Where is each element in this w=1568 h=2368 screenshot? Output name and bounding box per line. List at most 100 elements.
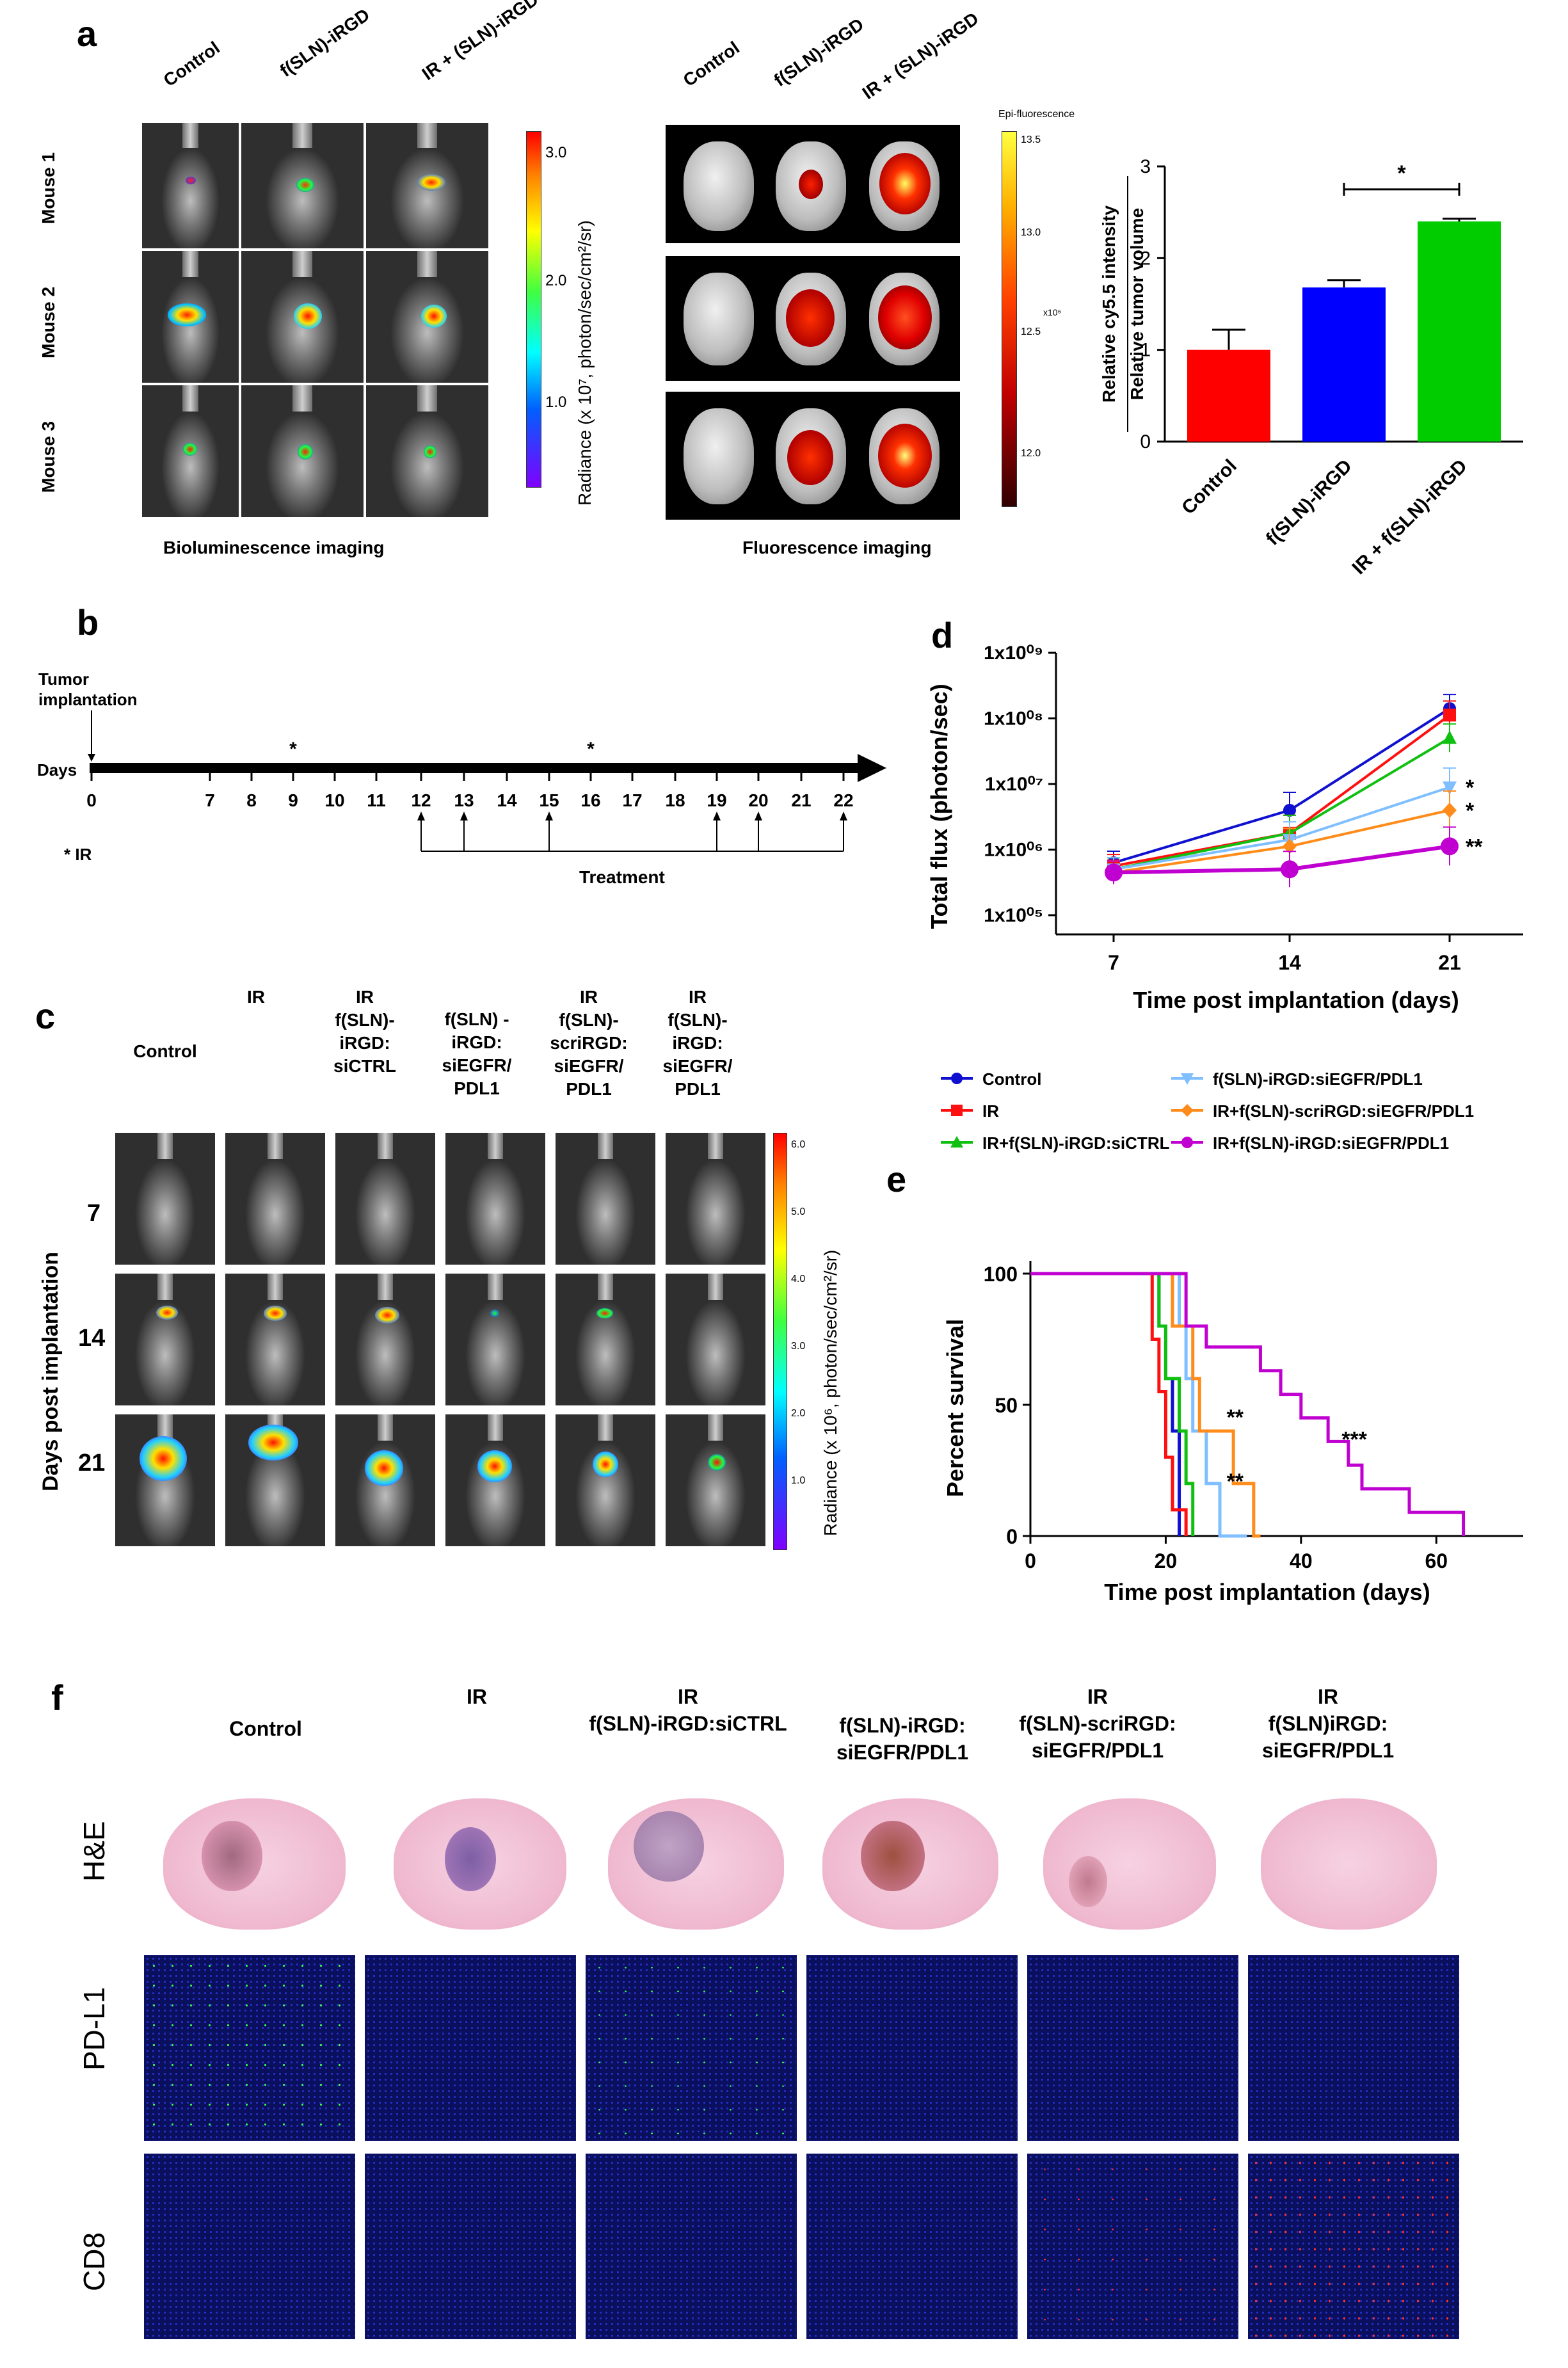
fluo-image-row-3 (666, 392, 960, 520)
cd8-image (365, 2154, 576, 2339)
fluo-caption: Fluorescence imaging (742, 538, 932, 557)
bli-colorbar-tick: 2.0 (545, 272, 567, 289)
y-tick-label: 1x10⁰⁹ (984, 643, 1043, 664)
panel-c-image (334, 1132, 436, 1266)
tumor-implantation-label: Tumor implantation (38, 669, 138, 709)
he-image (1030, 1786, 1229, 1939)
fluo-col-header-ir: IR + (SLN)-iRGD (858, 8, 982, 104)
cd8-image (144, 2154, 355, 2339)
sig-label: *** (1341, 1427, 1367, 1452)
day-label: 12 (411, 790, 431, 810)
bli-row-mouse1: Mouse 1 (38, 152, 58, 224)
x-tick-label: f(SLN)-iRGD (1262, 456, 1356, 550)
fluo-col-header-fsln: f(SLN)-iRGD (770, 14, 868, 91)
bli-image (141, 384, 240, 518)
bar (1187, 349, 1270, 442)
bli-image (365, 384, 490, 518)
y-label: Percent survival (942, 1319, 968, 1497)
x-tick-label: Control (1178, 456, 1241, 519)
panel-f-col-header: IR f(SLN)-iRGD:siCTRL (589, 1685, 787, 1735)
panel-c-image (114, 1413, 216, 1548)
survival-curve (1030, 1272, 1195, 1536)
day-label: 22 (833, 790, 853, 810)
y-tick-label: 2 (1140, 248, 1151, 269)
sig-star: * (1397, 161, 1406, 186)
y-label: Total flux (photon/sec) (926, 684, 952, 929)
data-point (1443, 730, 1457, 744)
bli-colorbar-label: Radiance (x 10⁷, photon/sec/cm²/sr) (575, 220, 595, 506)
panel-c-image (664, 1272, 767, 1407)
y-tick-label: 100 (984, 1263, 1018, 1286)
panel-c-image (334, 1413, 436, 1548)
panel-c-colorbar-tick: 6.0 (791, 1139, 806, 1150)
legend-label: Control (982, 1069, 1041, 1089)
panel-c-col-header: IR f(SLN)- iRGD: siEGFR/ PDL1 (662, 987, 733, 1099)
panel-c-image (554, 1413, 657, 1548)
panel-c-col-header: IR (247, 987, 265, 1007)
y-tick-label: 0 (1140, 431, 1151, 452)
day-label: 7 (205, 790, 215, 810)
panel-c-image (444, 1132, 547, 1266)
he-image (1248, 1786, 1446, 1939)
x-label: Time post implantation (days) (1104, 1579, 1430, 1605)
panel-c-image (554, 1272, 657, 1407)
panel-c-col-header: f(SLN) - iRGD: siEGFR/ PDL1 (442, 1009, 512, 1098)
fluo-colorbar-title: Epi-fluorescence (998, 109, 1075, 120)
bli-image (141, 250, 240, 384)
legend-label: IR+f(SLN)-iRGD:siEGFR/PDL1 (1213, 1133, 1449, 1153)
sig-label: * (1466, 799, 1475, 823)
panel-c-image-grid (114, 1132, 767, 1548)
treatment-arrowhead (713, 812, 721, 820)
cd8-row (144, 2154, 1520, 2339)
he-image (144, 1786, 362, 1939)
bli-image (365, 122, 490, 250)
day-label: 13 (454, 790, 474, 810)
x-label: Time post implantation (days) (1133, 987, 1459, 1013)
treatment-arrowhead (417, 812, 425, 820)
pdl1-image (586, 1955, 797, 2141)
y-tick-label: 50 (995, 1394, 1018, 1417)
bli-col-header-control: Control (159, 37, 223, 91)
x-tick-label: 60 (1425, 1549, 1448, 1572)
panel-label-b: b (77, 602, 99, 643)
panel-f-col-header: IR f(SLN)iRGD: siEGFR/PDL1 (1261, 1685, 1395, 1762)
bli-image-grid (141, 122, 525, 525)
day-label: 8 (246, 790, 257, 810)
bli-caption: Bioluminescence imaging (163, 538, 385, 557)
bli-image (240, 250, 365, 384)
pdl1-row (144, 1955, 1520, 2141)
day-label: 16 (580, 790, 600, 810)
pdl1-image (1248, 1955, 1459, 2141)
day-label: 17 (622, 790, 642, 810)
day-label: 21 (791, 790, 811, 810)
panel-c-image (554, 1132, 657, 1266)
panel-c-image (444, 1413, 547, 1548)
bar (1418, 221, 1501, 442)
legend-marker (951, 1105, 963, 1116)
treatment-arrowhead (545, 812, 553, 820)
day-label: 0 (86, 790, 97, 810)
y-tick-label: 1x10⁰⁶ (984, 840, 1043, 861)
panel-c-image (664, 1413, 767, 1548)
panel-c-colorbar-tick: 3.0 (791, 1341, 806, 1352)
sig-label: ** (1227, 1469, 1244, 1494)
cd8-image (806, 2154, 1018, 2339)
panel-c-image (224, 1413, 326, 1548)
panel-c-image (444, 1272, 547, 1407)
panel-c-colorbar-label: Radiance (x 10⁶, photon/sec/cm²/sr) (820, 1249, 840, 1536)
series-line (1113, 714, 1451, 868)
panel-c-image (224, 1132, 326, 1266)
bli-image (240, 122, 365, 250)
day-label: 20 (748, 790, 768, 810)
fluo-col-header-control: Control (679, 37, 743, 91)
bli-col-header-ir: IR + (SLN)-iRGD (418, 0, 542, 84)
legend-label: IR (982, 1101, 999, 1121)
legend-marker (1181, 1073, 1194, 1085)
legend-label: IR+f(SLN)-scriRGD:siEGFR/PDL1 (1213, 1101, 1474, 1121)
panel-label-d: d (931, 615, 954, 655)
day-label: 15 (539, 790, 559, 810)
panel-c-col-header: IR f(SLN)- scriRGD: siEGFR/ PDL1 (550, 987, 628, 1099)
day-label: 11 (367, 790, 386, 810)
bli-row-mouse3: Mouse 3 (38, 420, 58, 493)
